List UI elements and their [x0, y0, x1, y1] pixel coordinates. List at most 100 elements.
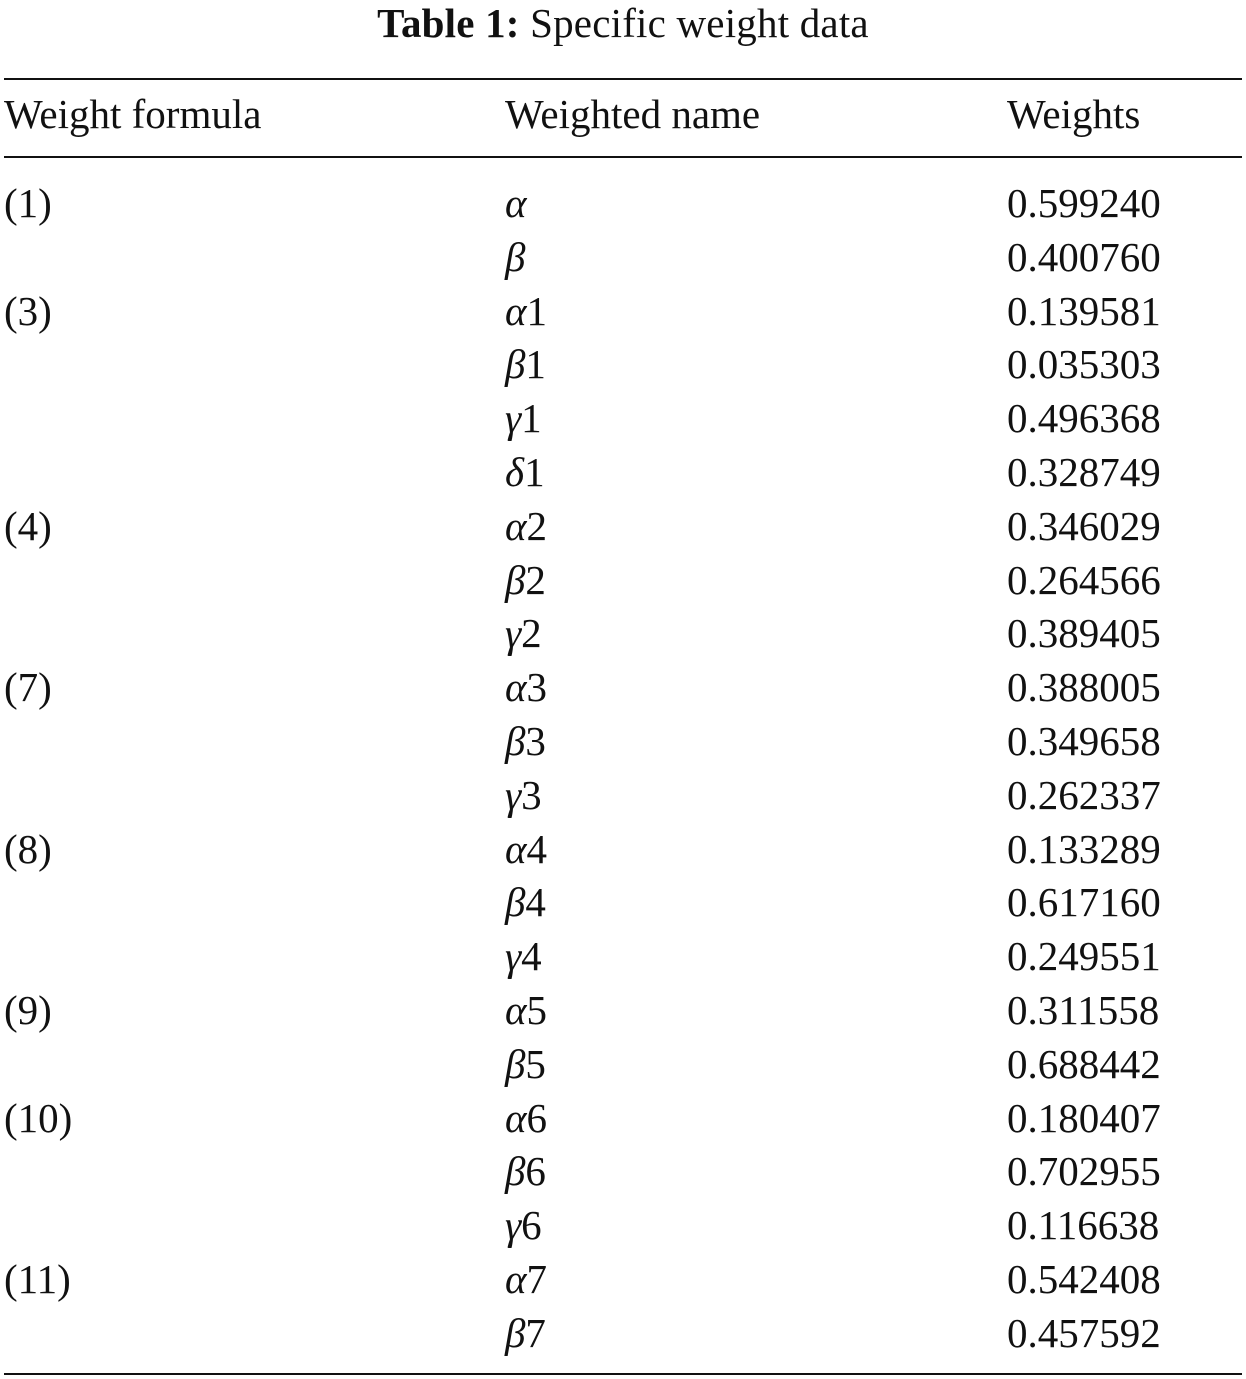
weight-value-cell: 0.262337 [1007, 771, 1161, 818]
weight-value-cell: 0.349658 [1007, 718, 1161, 764]
top-rule [4, 78, 1242, 80]
symbol-index: 1 [526, 287, 548, 334]
table-row: δ1 0.328749 [0, 445, 1246, 499]
symbol-index: 1 [525, 341, 546, 388]
symbol-index: 4 [526, 825, 548, 872]
weighted-name-cell: α2 [505, 499, 547, 553]
formula-cell: (10) [4, 1094, 73, 1141]
formula-cell: (4) [4, 502, 52, 549]
greek-symbol: β [505, 1309, 526, 1356]
table-row: β7 0.457592 [0, 1306, 1246, 1360]
header-weights: Weights [1007, 91, 1141, 137]
symbol-index: 7 [526, 1256, 548, 1302]
weighted-name-cell: β [505, 230, 525, 284]
symbol-index: 6 [525, 1148, 546, 1195]
header-weight-formula: Weight formula [4, 91, 262, 137]
greek-symbol: γ [505, 395, 522, 442]
weighted-name-cell: γ1 [505, 391, 542, 445]
weighted-name-cell: β1 [505, 337, 546, 391]
weighted-name-cell: α5 [505, 983, 547, 1037]
symbol-index: 2 [525, 556, 546, 603]
symbol-index: 3 [525, 718, 546, 764]
greek-symbol: α [505, 664, 527, 711]
symbol-index: 6 [521, 1202, 542, 1249]
weighted-name-cell: α6 [505, 1091, 547, 1145]
weighted-name-cell: δ1 [505, 445, 545, 499]
weight-value-cell: 0.400760 [1007, 233, 1161, 280]
greek-symbol: β [505, 718, 526, 764]
formula-cell: (9) [4, 987, 52, 1033]
weight-value-cell: 0.139581 [1007, 287, 1161, 334]
table-row: γ3 0.262337 [0, 768, 1246, 822]
weight-value-cell: 0.328749 [1007, 449, 1161, 495]
weight-value-cell: 0.311558 [1007, 987, 1160, 1033]
table-row: β3 0.349658 [0, 714, 1246, 768]
weight-value-cell: 0.457592 [1007, 1309, 1161, 1356]
greek-symbol: β [505, 556, 526, 603]
table-row: (7) α3 0.388005 [0, 660, 1246, 714]
weighted-name-cell: β4 [505, 875, 546, 929]
table-row: (8) α4 0.133289 [0, 822, 1246, 876]
weight-value-cell: 0.599240 [1007, 180, 1161, 226]
weighted-name-cell: γ4 [505, 929, 542, 983]
table-row: (4) α2 0.346029 [0, 499, 1246, 553]
table-row: (9) α5 0.311558 [0, 983, 1246, 1037]
weighted-name-cell: α4 [505, 822, 547, 876]
table-row: γ4 0.249551 [0, 929, 1246, 983]
table-row: γ6 0.116638 [0, 1198, 1246, 1252]
weight-value-cell: 0.116638 [1007, 1202, 1160, 1249]
weighted-name-cell: β3 [505, 714, 546, 768]
symbol-index: 4 [525, 879, 546, 926]
weighted-name-cell: γ3 [505, 768, 542, 822]
symbol-index: 1 [521, 395, 542, 442]
weighted-name-cell: β7 [505, 1306, 546, 1360]
weight-value-cell: 0.702955 [1007, 1148, 1161, 1195]
weight-value-cell: 0.389405 [1007, 610, 1161, 657]
weight-value-cell: 0.496368 [1007, 395, 1161, 442]
table-row: β1 0.035303 [0, 337, 1246, 391]
symbol-index: 2 [521, 610, 542, 657]
header-weighted-name: Weighted name [505, 91, 761, 137]
weight-value-cell: 0.346029 [1007, 502, 1161, 549]
symbol-index: 2 [526, 502, 548, 549]
weighted-name-cell: α1 [505, 284, 547, 338]
symbol-index: 3 [526, 664, 548, 711]
weight-value-cell: 0.133289 [1007, 825, 1161, 872]
weighted-name-cell: α [505, 176, 527, 230]
weight-value-cell: 0.035303 [1007, 341, 1161, 388]
greek-symbol: α [505, 502, 527, 549]
greek-symbol: β [505, 233, 526, 280]
symbol-index: 4 [521, 933, 542, 980]
table-row: (3) α1 0.139581 [0, 284, 1246, 338]
weighted-name-cell: β5 [505, 1037, 546, 1091]
greek-symbol: α [505, 825, 527, 872]
formula-cell: (7) [4, 664, 52, 711]
greek-symbol: γ [505, 933, 522, 980]
weight-value-cell: 0.688442 [1007, 1040, 1161, 1087]
formula-cell: (1) [4, 180, 52, 226]
weight-value-cell: 0.249551 [1007, 933, 1161, 980]
greek-symbol: α [505, 180, 527, 226]
weight-value-cell: 0.264566 [1007, 556, 1161, 603]
symbol-index: 6 [526, 1094, 548, 1141]
greek-symbol: α [505, 987, 527, 1033]
weight-value-cell: 0.542408 [1007, 1256, 1161, 1302]
table-row: (1) α 0.599240 [0, 176, 1246, 230]
greek-symbol: γ [505, 1202, 522, 1249]
greek-symbol: β [505, 1040, 526, 1087]
weighted-name-cell: α3 [505, 660, 547, 714]
weighted-name-cell: β2 [505, 553, 546, 607]
table-row: γ2 0.389405 [0, 606, 1246, 660]
weight-value-cell: 0.180407 [1007, 1094, 1161, 1141]
table-row: β5 0.688442 [0, 1037, 1246, 1091]
greek-symbol: γ [505, 771, 522, 818]
weighted-name-cell: γ6 [505, 1198, 542, 1252]
table-header-row: Weight formula Weighted name Weights [0, 89, 1246, 139]
weighted-name-cell: β6 [505, 1144, 546, 1198]
weighted-name-cell: α7 [505, 1252, 547, 1306]
table-row: β4 0.617160 [0, 875, 1246, 929]
symbol-index: 5 [526, 987, 548, 1033]
formula-cell: (3) [4, 287, 52, 334]
table-row: β 0.400760 [0, 230, 1246, 284]
greek-symbol: α [505, 1256, 527, 1302]
